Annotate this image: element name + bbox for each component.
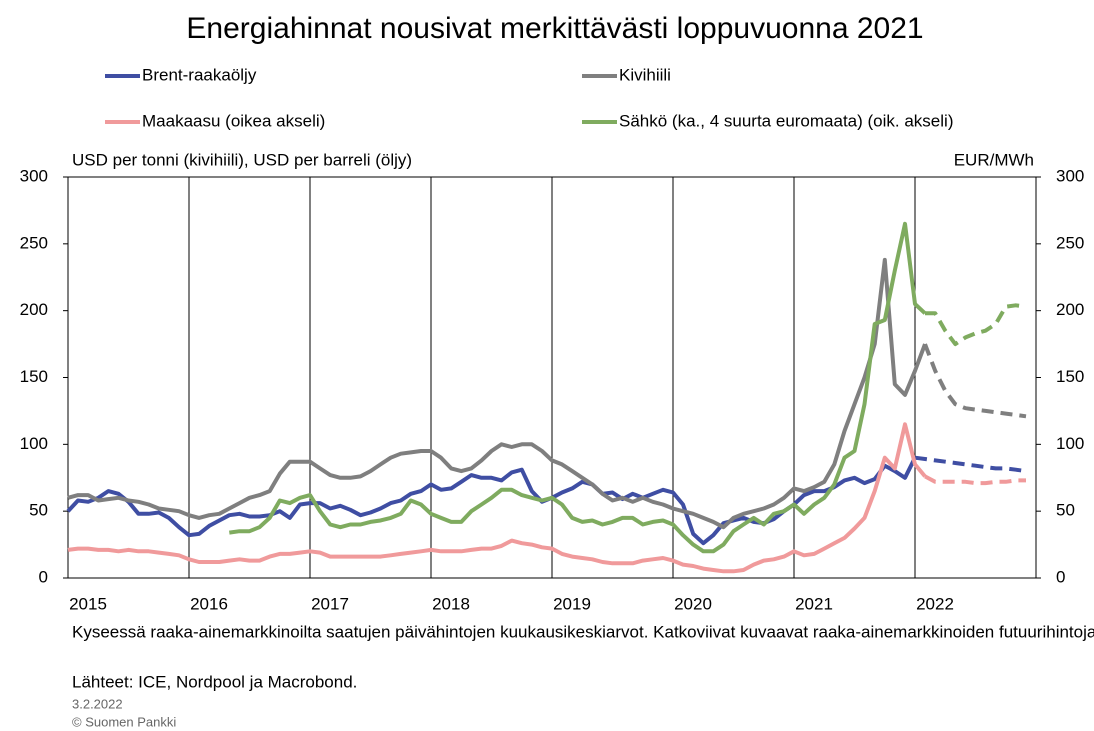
x-tick-label: 2022: [916, 594, 954, 613]
series-line: [67, 257, 927, 530]
x-tick-label: 2020: [674, 594, 712, 613]
y-tick-label: 250: [20, 233, 48, 252]
futures-line: [914, 455, 1027, 474]
futures-line: [923, 343, 1027, 419]
y-tick-label: 200: [20, 300, 48, 319]
y-tick-label: 50: [29, 501, 48, 520]
x-tick-label: 2016: [190, 594, 228, 613]
copyright: © Suomen Pankki: [72, 714, 176, 729]
x-tick-label: 2017: [311, 594, 349, 613]
y-tick-label: 0: [39, 567, 48, 586]
chart-title: Energiahinnat nousivat merkittävästi lop…: [186, 12, 923, 45]
y2-tick-label: 250: [1056, 233, 1084, 252]
futures-line: [924, 474, 1026, 486]
x-tick-label: 2015: [69, 594, 107, 613]
legend-label: Kivihiili: [619, 65, 671, 84]
y-tick-label: 300: [20, 166, 48, 185]
x-tick-label: 2018: [432, 594, 470, 613]
y2-tick-label: 0: [1056, 567, 1065, 586]
y2-tick-label: 150: [1056, 367, 1084, 386]
legend-label: Maakaasu (oikea akseli): [142, 111, 325, 130]
y2-tick-label: 300: [1056, 166, 1084, 185]
series-line: [229, 221, 927, 554]
futures-line: [925, 303, 1027, 347]
series-line: [66, 456, 917, 546]
note: Kyseessä raaka-ainemarkkinoilta saatujen…: [72, 622, 1094, 641]
series-line: [67, 422, 927, 574]
y2-tick-label: 100: [1056, 434, 1084, 453]
source: Lähteet: ICE, Nordpool ja Macrobond.: [72, 672, 357, 691]
x-tick-label: 2019: [553, 594, 591, 613]
date: 3.2.2022: [72, 696, 123, 711]
legend-label: Sähkö (ka., 4 suurta euromaata) (oik. ak…: [619, 111, 953, 130]
x-tick-label: 2021: [795, 594, 833, 613]
y-tick-label: 100: [20, 434, 48, 453]
y2-tick-label: 50: [1056, 501, 1075, 520]
y-axis-label: USD per tonni (kivihiili), USD per barre…: [72, 150, 412, 169]
y2-tick-label: 200: [1056, 300, 1084, 319]
legend-label: Brent-raakaöljy: [142, 65, 257, 84]
y2-axis-label: EUR/MWh: [954, 150, 1034, 169]
y-tick-label: 150: [20, 367, 48, 386]
